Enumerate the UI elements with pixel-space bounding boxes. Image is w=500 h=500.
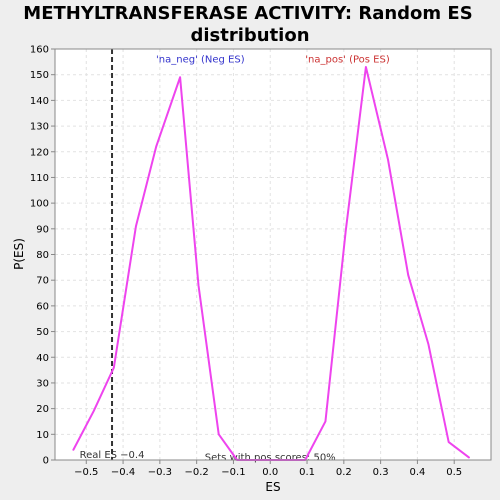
- x-tick-label: −0.5: [74, 467, 98, 478]
- x-axis-label: ES: [265, 480, 280, 494]
- x-tick-label: −0.4: [111, 467, 135, 478]
- y-axis-ticks: 0 10 20 30 40 50 60 70 80 90 100 110 120 130 140 150 160: [30, 45, 55, 467]
- x-tick-label: −0.3: [148, 467, 172, 478]
- y-tick-label: 160: [30, 45, 49, 56]
- x-tick-label: 0.1: [299, 467, 315, 478]
- x-tick-label: 0.0: [262, 467, 278, 478]
- annotation-label: Sets with pos scores: 50%: [205, 452, 336, 463]
- y-tick-label: 120: [30, 147, 49, 158]
- y-tick-label: 30: [36, 378, 49, 389]
- x-tick-label: 0.4: [409, 467, 425, 478]
- y-tick-label: 130: [30, 122, 49, 133]
- y-axis-label: P(ES): [12, 238, 26, 270]
- real-es-group: Real ES −0.4: [80, 49, 145, 461]
- y-tick-label: 10: [36, 430, 49, 441]
- chart-title-line-1: METHYLTRANSFERASE ACTIVITY: Random ES: [23, 3, 472, 24]
- y-tick-label: 50: [36, 327, 49, 338]
- y-tick-label: 100: [30, 199, 49, 210]
- annotation-label: 'na_pos' (Pos ES): [305, 54, 390, 65]
- y-tick-label: 140: [30, 96, 49, 107]
- x-tick-label: 0.3: [373, 467, 389, 478]
- x-tick-label: −0.1: [221, 467, 245, 478]
- y-tick-label: 60: [36, 301, 49, 312]
- plot-frame: [54, 48, 492, 461]
- y-tick-label: 40: [36, 353, 49, 364]
- real-es-label: Real ES −0.4: [80, 450, 145, 461]
- y-tick-label: 90: [36, 224, 49, 235]
- chart-title-line-2: distribution: [190, 25, 309, 46]
- x-tick-label: −0.2: [185, 467, 209, 478]
- x-axis-ticks: −0.5 −0.4 −0.3 −0.2 −0.1 0.0 0.1 0.2 0.3 0.4 0.5: [74, 460, 462, 478]
- annotation-label: 'na_neg' (Neg ES): [156, 54, 245, 65]
- annotations: 'na_neg' (Neg ES) 'na_pos' (Pos ES) Sets w…: [156, 54, 390, 463]
- y-tick-label: 110: [30, 173, 49, 184]
- y-tick-label: 70: [36, 276, 49, 287]
- y-tick-label: 80: [36, 250, 49, 261]
- grid-lines: [55, 48, 491, 461]
- y-tick-label: 0: [43, 456, 49, 467]
- x-tick-label: 0.2: [336, 467, 352, 478]
- y-tick-label: 20: [36, 404, 49, 415]
- y-tick-label: 150: [30, 70, 49, 81]
- x-tick-label: 0.5: [446, 467, 462, 478]
